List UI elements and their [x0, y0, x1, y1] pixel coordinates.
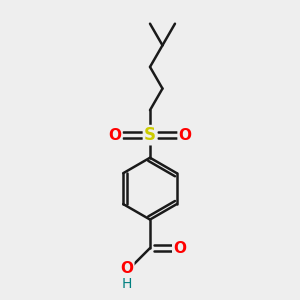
Text: O: O	[108, 128, 122, 142]
Text: O: O	[178, 128, 192, 142]
Text: H: H	[122, 277, 132, 291]
Text: O: O	[173, 241, 186, 256]
Text: S: S	[144, 126, 156, 144]
Text: O: O	[120, 261, 133, 276]
